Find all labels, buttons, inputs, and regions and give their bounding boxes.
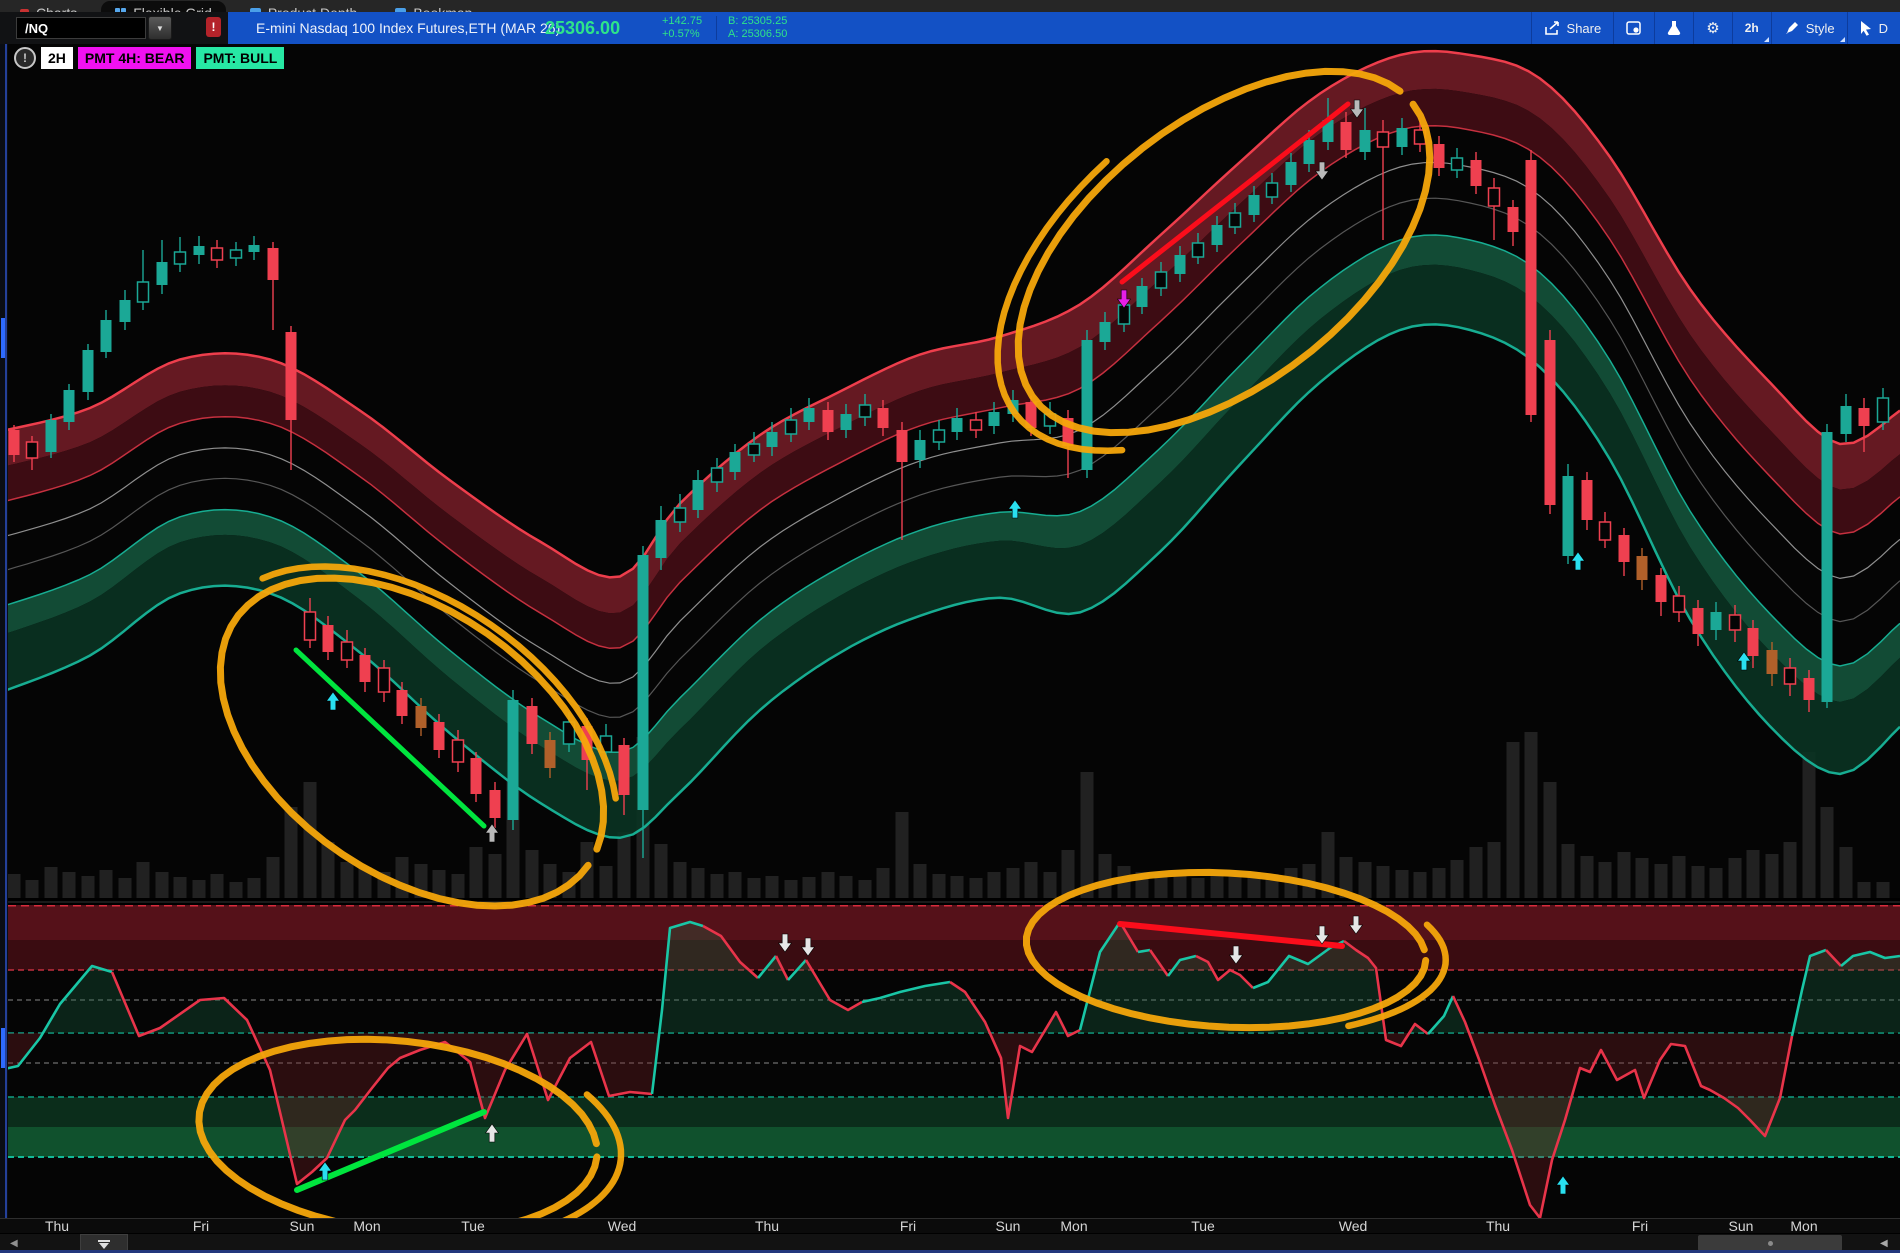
scrollbar-thumb[interactable] <box>1698 1235 1842 1251</box>
calendar-icon <box>1626 20 1641 35</box>
time-axis-label: Fri <box>1631 1218 1649 1234</box>
fast-forward-button[interactable] <box>80 1234 128 1253</box>
charts-icon <box>20 8 29 12</box>
product-depth-icon <box>249 7 261 12</box>
time-axis-label: Thu <box>44 1218 70 1234</box>
last-price: 25306.00 <box>545 17 621 38</box>
time-axis-label: Sun <box>289 1218 315 1234</box>
time-axis-label: Sun <box>1728 1218 1754 1234</box>
time-axis-label: Thu <box>754 1218 780 1234</box>
tab-label: Flexible Grid <box>133 5 212 12</box>
time-axis-label: Sun <box>995 1218 1021 1234</box>
time-axis-label: Mon <box>1790 1218 1818 1234</box>
share-button[interactable]: Share <box>1530 12 1614 44</box>
price-change: +142.75 +0.57% <box>662 15 703 40</box>
style-pen-icon <box>1785 22 1798 34</box>
chart-toolbar: Share ⚙ 2h Style D <box>1530 12 1900 44</box>
symbol-block: /NQ ▼ <box>0 12 228 44</box>
instrument-title: E-mini Nasdaq 100 Index Futures,ETH (MAR… <box>256 20 561 36</box>
symbol-dropdown-button[interactable]: ▼ <box>148 16 172 40</box>
header-divider <box>716 16 717 40</box>
time-axis: Thu Fri Sun Mon Tue Wed Thu Fri Sun Mon Tue Wed Thu F… <box>0 1218 1900 1233</box>
share-icon <box>1544 20 1559 35</box>
analyze-button[interactable] <box>1654 12 1693 44</box>
pmt-4h-bear-badge: PMT 4H: BEAR <box>77 47 192 69</box>
timeframe-button[interactable]: 2h <box>1731 12 1771 44</box>
flask-icon <box>1668 21 1681 35</box>
time-axis-label: Wed <box>1338 1218 1368 1234</box>
pmt-bull-badge: PMT: BULL <box>196 47 285 69</box>
tab-label: Bookmap <box>413 5 472 12</box>
chart-header: /NQ ▼ ! E-mini Nasdaq 100 Index Futures,… <box>0 12 1900 44</box>
time-axis-label: Fri <box>192 1218 210 1234</box>
time-axis-label: Tue <box>461 1218 485 1234</box>
drawings-button[interactable]: D <box>1846 12 1900 44</box>
time-axis-label: Mon <box>353 1218 381 1234</box>
top-tab-strip: Charts Flexible Grid Product Depth Bookm… <box>0 0 1900 12</box>
tab-flexible-grid[interactable]: Flexible Grid <box>101 1 226 12</box>
time-axis-label: Wed <box>607 1218 637 1234</box>
gear-icon: ⚙ <box>1706 20 1720 37</box>
indicator-badges: ! 2H PMT 4H: BEAR PMT: BULL <box>14 47 285 69</box>
bookmap-icon <box>395 7 407 12</box>
scroll-right-icon[interactable]: ◀ <box>1880 1238 1888 1249</box>
alert-badge-icon[interactable]: ! <box>206 17 221 37</box>
time-axis-label: Thu <box>1485 1218 1511 1234</box>
time-axis-label: Mon <box>1060 1218 1088 1234</box>
hourglass-icon <box>98 1240 110 1242</box>
tab-bookmap[interactable]: Bookmap <box>381 1 486 12</box>
scroll-left-icon[interactable]: ◀ <box>10 1238 18 1249</box>
window-bottom-edge <box>0 1250 1900 1253</box>
tab-product-depth[interactable]: Product Depth <box>236 1 372 12</box>
tab-label: Charts <box>36 5 77 12</box>
info-icon[interactable]: ! <box>14 47 36 69</box>
cursor-icon <box>1860 21 1871 36</box>
calendar-button[interactable] <box>1613 12 1654 44</box>
settings-button[interactable]: ⚙ <box>1693 12 1731 44</box>
tab-label: Product Depth <box>268 5 358 12</box>
chevron-down-icon <box>1839 37 1845 42</box>
timeframe-badge: 2H <box>41 47 73 69</box>
grid-icon <box>115 7 127 12</box>
style-button[interactable]: Style <box>1770 12 1847 44</box>
time-axis-label: Tue <box>1191 1218 1215 1234</box>
bottom-scroll-bar: ◀ ◀ <box>0 1233 1900 1253</box>
symbol-input[interactable]: /NQ <box>16 17 146 39</box>
bid-ask: B: 25305.25 A: 25306.50 <box>728 15 788 40</box>
time-axis-label: Fri <box>899 1218 917 1234</box>
chevron-down-icon <box>1763 37 1769 42</box>
tab-charts[interactable]: Charts <box>6 1 91 12</box>
